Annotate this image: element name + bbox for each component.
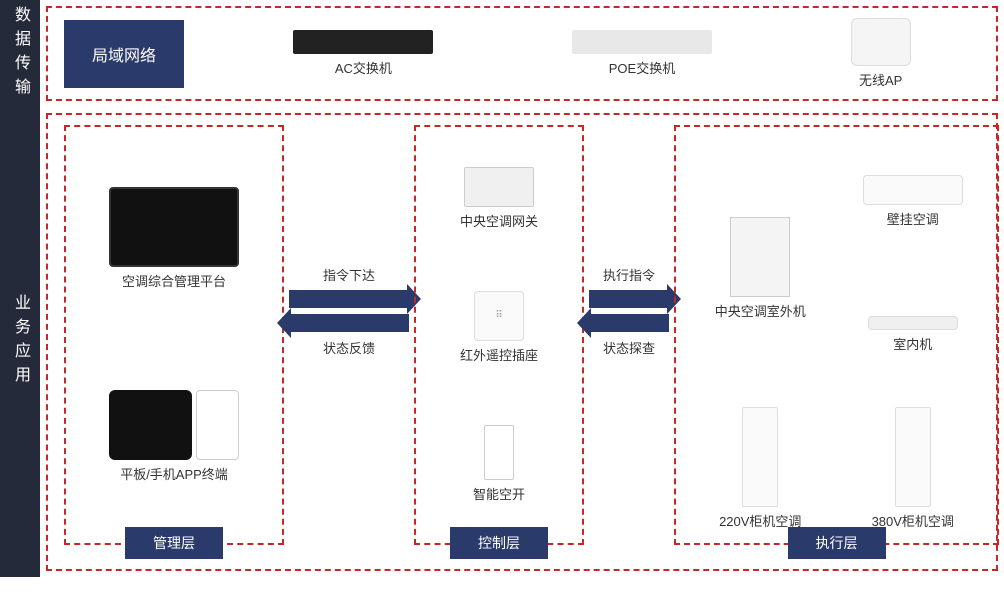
- wall-ac-icon: [863, 175, 963, 205]
- dashboard-icon: [109, 187, 239, 267]
- arrow-right-icon: [589, 290, 669, 308]
- arrow-left-icon: [589, 314, 669, 332]
- breaker-icon: [484, 425, 514, 480]
- data-transport-row: 数据传输 局域网络 AC交换机 POE交换机 无线AP: [0, 0, 1004, 107]
- cabinet-icon: [895, 407, 931, 507]
- arrow-top-label-1: 指令下达: [323, 265, 375, 284]
- execution-column: 中央空调室外机 壁挂空调 室内机 220V柜机空调: [674, 125, 999, 545]
- ap-icon: [851, 18, 911, 66]
- management-column: 空调综合管理平台 平板/手机APP终端 管理层: [64, 125, 284, 545]
- ac-gateway-label: 中央空调网关: [460, 211, 538, 230]
- ac-gateway-device: 中央空调网关: [460, 167, 538, 230]
- side-label-data: 数据传输: [0, 0, 40, 107]
- poe-switch-device: POE交换机: [572, 30, 712, 77]
- cabinet-220v-device: 220V柜机空调: [686, 404, 835, 533]
- wireless-ap-device: 无线AP: [851, 18, 911, 89]
- control-tag: 控制层: [450, 527, 548, 559]
- control-column: 中央空调网关 ⠿ 红外遥控插座 智能空开 控制层: [414, 125, 584, 545]
- indoor-unit-label: 室内机: [893, 334, 932, 353]
- platform-label: 空调综合管理平台: [122, 271, 226, 290]
- execution-tag: 执行层: [788, 527, 886, 559]
- cabinet-380v-device: 380V柜机空调: [839, 404, 988, 533]
- switch-icon: [293, 30, 433, 54]
- wall-ac-label: 壁挂空调: [887, 209, 939, 228]
- smart-breaker-label: 智能空开: [473, 484, 525, 503]
- cabinet-icon: [742, 407, 778, 507]
- gateway-icon: [464, 167, 534, 207]
- arrow-right-icon: [289, 290, 409, 308]
- business-app-section: 空调综合管理平台 平板/手机APP终端 管理层 指令下达 状态反馈 中央空调网关: [46, 113, 998, 571]
- arrow-left-icon: [289, 314, 409, 332]
- platform-device: 空调综合管理平台: [109, 187, 239, 290]
- wireless-ap-label: 无线AP: [859, 70, 902, 89]
- arrow-group-1: 指令下达 状态反馈: [289, 265, 409, 357]
- lan-badge: 局域网络: [64, 20, 184, 88]
- outdoor-unit-device: 中央空调室外机: [686, 137, 835, 400]
- data-transport-section: 局域网络 AC交换机 POE交换机 无线AP: [46, 6, 998, 101]
- arrow-bottom-label-2: 状态探查: [603, 338, 655, 357]
- app-terminal-device: 平板/手机APP终端: [109, 390, 239, 483]
- execution-grid: 中央空调室外机 壁挂空调 室内机 220V柜机空调: [686, 137, 987, 533]
- outdoor-icon: [730, 217, 790, 297]
- switch-icon: [572, 30, 712, 54]
- arrow-bottom-label-1: 状态反馈: [323, 338, 375, 357]
- arrow-top-label-2: 执行指令: [603, 265, 655, 284]
- tablet-icon: [109, 390, 239, 460]
- wall-ac-device: 壁挂空调: [839, 137, 988, 266]
- ac-switch-label: AC交换机: [335, 58, 392, 77]
- app-terminal-label: 平板/手机APP终端: [120, 464, 228, 483]
- poe-switch-label: POE交换机: [609, 58, 675, 77]
- ir-socket-device: ⠿ 红外遥控插座: [460, 291, 538, 364]
- smart-breaker-device: 智能空开: [473, 425, 525, 503]
- ac-switch-device: AC交换机: [293, 30, 433, 77]
- outdoor-unit-label: 中央空调室外机: [715, 301, 806, 320]
- arrow-group-2: 执行指令 状态探查: [589, 265, 669, 357]
- socket-icon: ⠿: [474, 291, 524, 341]
- management-tag: 管理层: [125, 527, 223, 559]
- top-devices: AC交换机 POE交换机 无线AP: [224, 18, 980, 89]
- business-inner: 空调综合管理平台 平板/手机APP终端 管理层 指令下达 状态反馈 中央空调网关: [64, 125, 980, 559]
- indoor-icon: [868, 316, 958, 330]
- indoor-unit-device: 室内机: [839, 270, 988, 399]
- business-app-row: 业务应用 空调综合管理平台 平板/手机APP终端 管理层 指令下达 状态反馈: [0, 107, 1004, 577]
- ir-socket-label: 红外遥控插座: [460, 345, 538, 364]
- side-label-business: 业务应用: [0, 107, 40, 577]
